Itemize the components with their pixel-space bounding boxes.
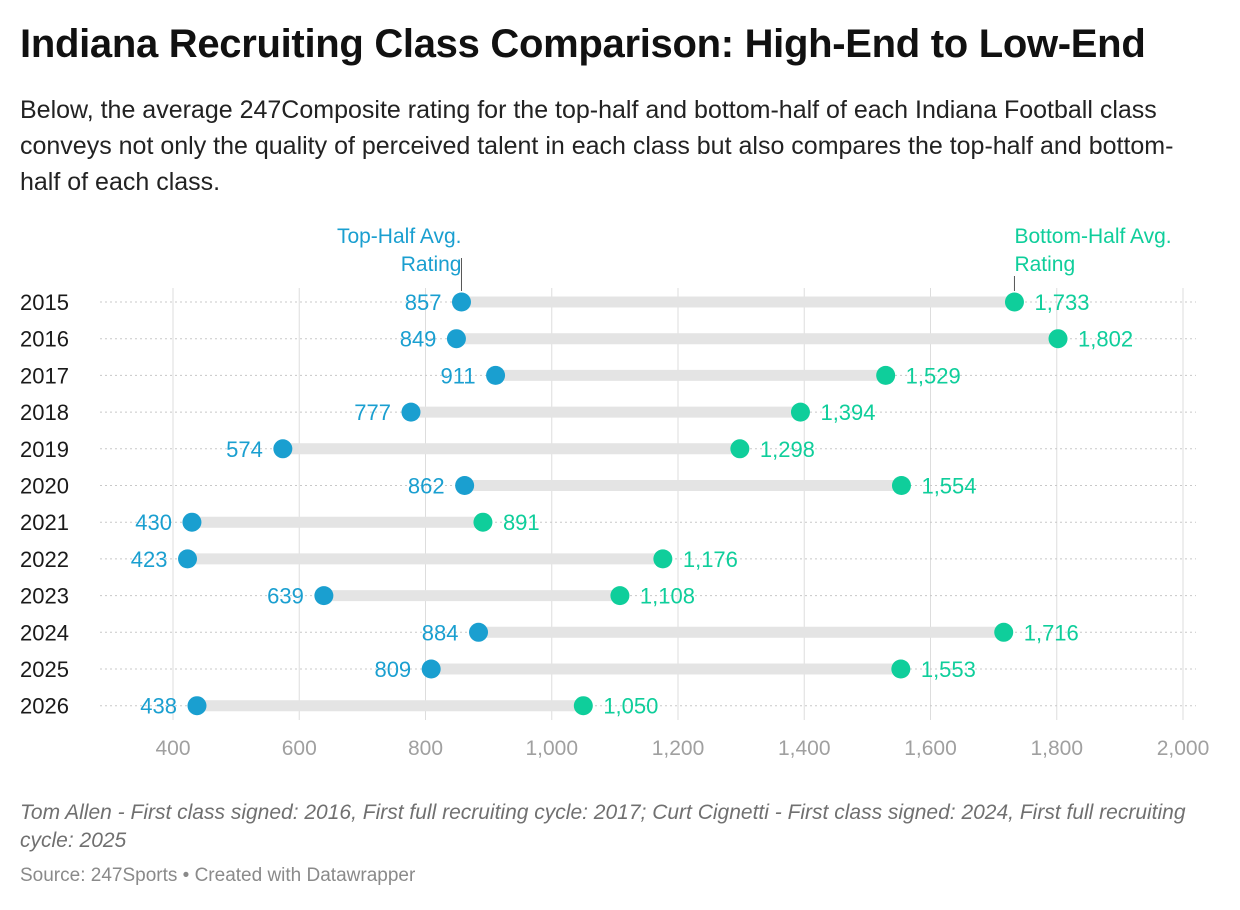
bottom-half-dot	[876, 365, 896, 385]
top-half-dot	[187, 696, 207, 716]
x-tick-label: 800	[408, 737, 443, 760]
row-label: 2019	[20, 437, 69, 462]
top-half-dot	[469, 622, 489, 642]
bottom-half-dot	[573, 696, 593, 716]
bottom-half-value-label: 1,716	[1024, 620, 1079, 645]
top-half-dot	[451, 292, 471, 312]
row-label: 2023	[20, 584, 69, 609]
bottom-half-dot	[1048, 329, 1068, 349]
top-half-dot	[182, 512, 202, 532]
top-half-value-label: 430	[135, 510, 172, 535]
x-tick-label: 1,600	[904, 737, 957, 760]
bottom-half-dot	[790, 402, 810, 422]
bottom-half-value-label: 1,298	[760, 437, 815, 462]
top-half-value-label: 777	[354, 400, 391, 425]
top-half-value-label: 574	[226, 437, 263, 462]
top-half-value-label: 849	[400, 327, 437, 352]
top-half-value-label: 884	[422, 620, 459, 645]
row-label: 2022	[20, 547, 69, 572]
top-half-dot	[455, 476, 475, 495]
bottom-half-dot	[1004, 292, 1024, 312]
top-half-dot	[446, 329, 466, 349]
dot-range-chart: 400 600 800 1,000 1,200 1,400 1,600 1,800 2,000 …	[20, 225, 1209, 760]
x-tick-label: 1,400	[778, 737, 831, 760]
top-half-dot	[314, 586, 334, 606]
bottom-half-dot	[891, 659, 911, 679]
bottom-half-dot	[653, 549, 673, 569]
row-label: 2025	[20, 657, 69, 682]
bottom-half-series-label: Bottom-Half Avg.	[1014, 225, 1171, 248]
bottom-half-value-label: 1,529	[906, 363, 961, 388]
top-half-value-label: 639	[267, 584, 304, 609]
chart-notes: Tom Allen - First class signed: 2016, Fi…	[20, 801, 1186, 852]
top-half-value-label: 438	[140, 694, 177, 719]
row-label: 2021	[20, 510, 69, 535]
chart-title: Indiana Recruiting Class Comparison: Hig…	[20, 22, 1146, 66]
top-half-dot	[178, 549, 198, 569]
top-half-dot	[401, 402, 421, 422]
bottom-half-value-label: 1,050	[603, 694, 658, 719]
x-tick-label: 1,800	[1030, 737, 1083, 760]
bottom-half-value-label: 1,553	[921, 657, 976, 682]
top-half-series-label: Top-Half Avg.	[337, 225, 462, 248]
dot-layer	[178, 292, 1068, 716]
range-bar-layer	[187, 296, 1059, 712]
bottom-half-value-label: 1,108	[640, 584, 695, 609]
bottom-half-dot	[994, 622, 1014, 642]
label-layer: 2015 857 1,733 2016 849 1,802 2017 911 1,529 2018…	[20, 225, 1172, 719]
x-tick-label: 400	[155, 737, 190, 760]
top-half-value-label: 857	[405, 290, 442, 315]
bottom-half-series-label: Rating	[1014, 253, 1075, 276]
row-label: 2018	[20, 400, 69, 425]
bottom-half-dot	[473, 512, 493, 532]
row-label: 2015	[20, 290, 69, 315]
chart-source: Source: 247Sports • Created with Datawra…	[20, 865, 416, 886]
top-half-dot	[273, 439, 293, 459]
bottom-half-value-label: 1,733	[1034, 290, 1089, 315]
bottom-half-dot	[610, 586, 630, 606]
top-half-value-label: 862	[408, 474, 445, 499]
top-half-series-label: Rating	[401, 253, 462, 276]
row-label: 2017	[20, 363, 69, 388]
grid-layer: 400 600 800 1,000 1,200 1,400 1,600 1,800 2,000	[100, 288, 1209, 760]
row-label: 2024	[20, 620, 69, 645]
bottom-half-value-label: 1,176	[683, 547, 738, 572]
x-tick-label: 2,000	[1157, 737, 1210, 760]
top-half-dot	[486, 365, 506, 385]
top-half-value-label: 911	[440, 363, 475, 388]
bottom-half-dot	[891, 476, 911, 495]
row-label: 2016	[20, 327, 69, 352]
top-half-value-label: 809	[374, 657, 411, 682]
chart-subtitle: Below, the average 247Composite rating f…	[20, 96, 1174, 196]
bottom-half-value-label: 1,802	[1078, 327, 1133, 352]
bottom-half-dot	[730, 439, 750, 459]
top-half-dot	[421, 659, 441, 679]
row-label: 2026	[20, 694, 69, 719]
bottom-half-value-label: 891	[503, 510, 540, 535]
x-tick-label: 600	[282, 737, 317, 760]
bottom-half-value-label: 1,394	[820, 400, 875, 425]
x-tick-label: 1,200	[652, 737, 705, 760]
row-label: 2020	[20, 474, 69, 499]
top-half-value-label: 423	[131, 547, 168, 572]
bottom-half-value-label: 1,554	[921, 474, 976, 499]
x-tick-label: 1,000	[525, 737, 578, 760]
